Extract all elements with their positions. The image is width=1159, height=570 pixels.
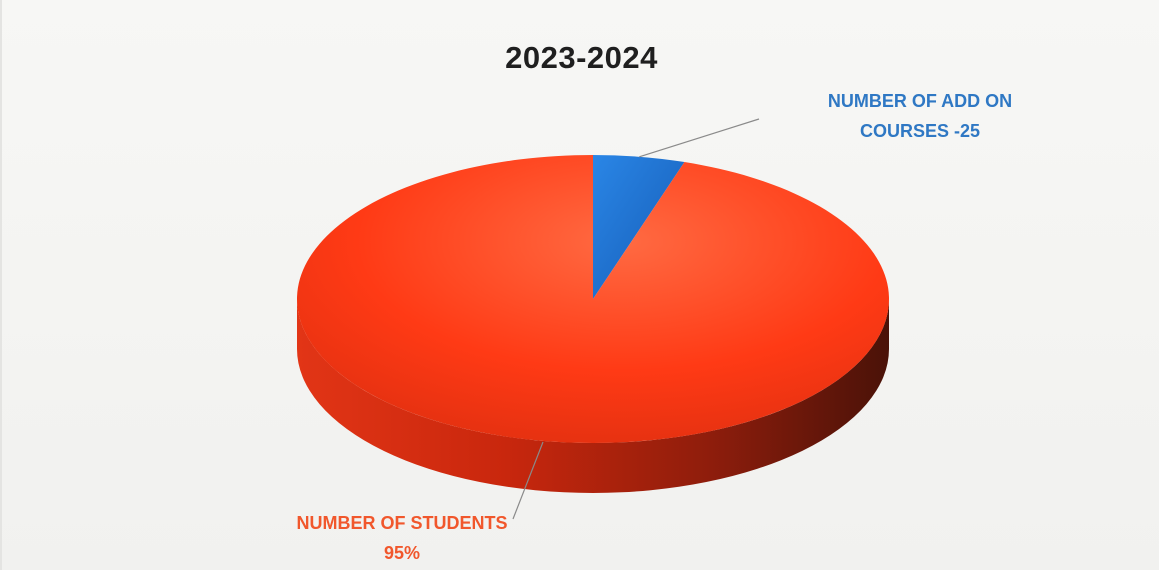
pie-depth bbox=[297, 299, 889, 493]
slice-label-add-on-courses: NUMBER OF ADD ON COURSES -25 bbox=[780, 86, 1060, 146]
slice-label-line: COURSES -25 bbox=[859, 121, 981, 141]
slice-label-line: NUMBER OF STUDENTS bbox=[296, 513, 508, 533]
pie-slice-add-on-courses bbox=[593, 155, 685, 299]
leader-line-students bbox=[512, 441, 544, 520]
pie-slice-students bbox=[296, 155, 889, 444]
slice-label-students: NUMBER OF STUDENTS 95% bbox=[252, 508, 552, 568]
pie-slices bbox=[296, 155, 889, 444]
chart-title: 2023-2024 bbox=[505, 40, 658, 75]
slice-label-line: 95% bbox=[383, 543, 421, 563]
leader-line-add-on-courses bbox=[639, 118, 760, 158]
slice-label-line: NUMBER OF ADD ON bbox=[827, 91, 1013, 111]
